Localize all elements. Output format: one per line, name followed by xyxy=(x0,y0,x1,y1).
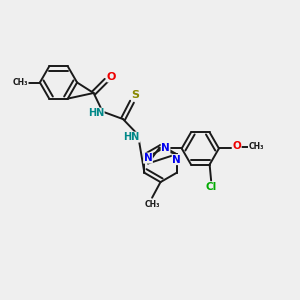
Text: HN: HN xyxy=(88,108,104,118)
Text: S: S xyxy=(132,90,140,100)
Text: CH₃: CH₃ xyxy=(248,142,264,152)
Text: HN: HN xyxy=(123,132,140,142)
Text: CH₃: CH₃ xyxy=(144,200,160,209)
Text: N: N xyxy=(144,153,152,163)
Text: N: N xyxy=(172,154,181,165)
Text: N: N xyxy=(161,143,170,154)
Text: CH₃: CH₃ xyxy=(13,78,28,87)
Text: O: O xyxy=(232,141,241,151)
Text: O: O xyxy=(107,72,116,82)
Text: Cl: Cl xyxy=(206,182,217,192)
